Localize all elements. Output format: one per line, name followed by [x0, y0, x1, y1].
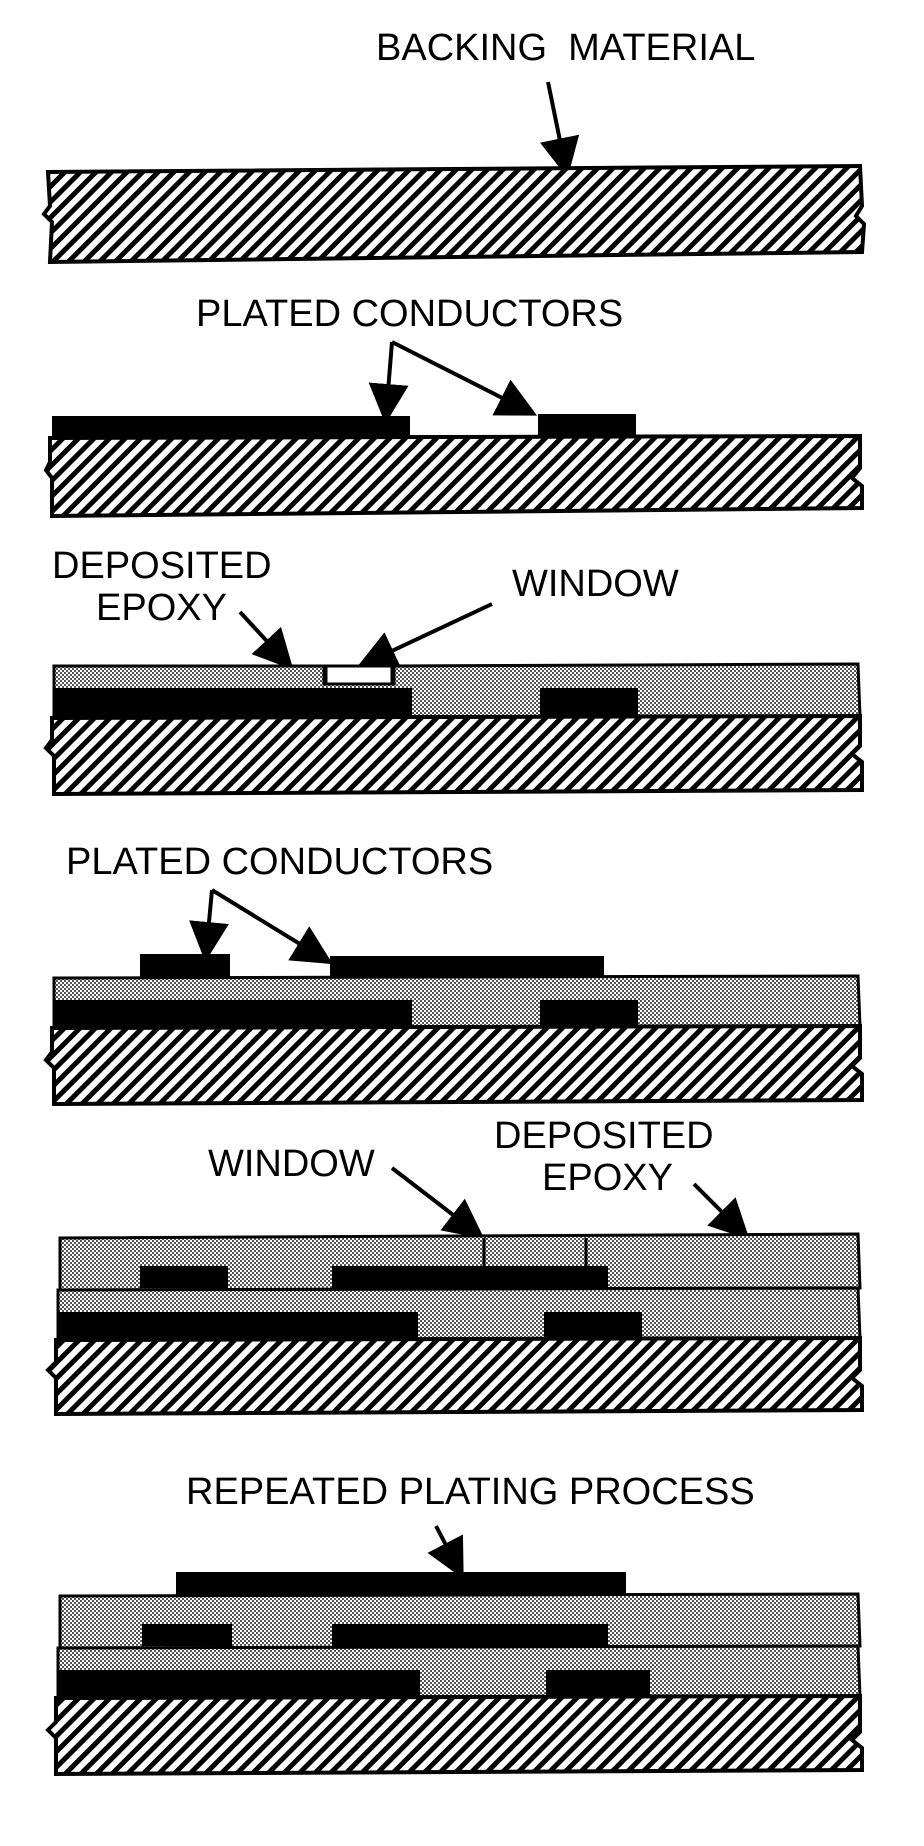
- conductor-left: [54, 1000, 412, 1028]
- conductor-right: [540, 1000, 638, 1028]
- conductor-left: [58, 1312, 418, 1340]
- arrow-plated-2b: [210, 888, 333, 965]
- conductor-top-right: [332, 1624, 608, 1646]
- arrow-plated-1b: [391, 340, 538, 416]
- label-window-1: WINDOW: [512, 563, 679, 605]
- conductor-right: [544, 1312, 642, 1340]
- arrow-backing-material: [539, 81, 580, 178]
- label-repeated-plating: REPEATED PLATING PROCESS: [186, 1471, 755, 1513]
- label-plated-conductors-1: PLATED CONDUCTORS: [196, 293, 623, 335]
- conductor-right: [540, 688, 638, 716]
- arrow-repeated-plating: [427, 1525, 464, 1580]
- conductor-right: [538, 414, 636, 438]
- arrow-epoxy-1: [238, 610, 294, 670]
- backing-board: [43, 713, 864, 797]
- conductor-top-left: [142, 1624, 232, 1646]
- label-deposited-1: DEPOSITED: [52, 545, 272, 587]
- conductor-right: [546, 1670, 650, 1698]
- label-deposited-2: DEPOSITED: [494, 1115, 714, 1157]
- conductor-top-left: [140, 954, 230, 978]
- backing-board: [45, 1335, 864, 1417]
- stage-2-plated: PLATED CONDUCTORS: [43, 293, 864, 519]
- stage-5-epoxy: WINDOW DEPOSITED EPOXY: [45, 1115, 864, 1417]
- window-opening: [324, 664, 394, 686]
- arrow-plated-2a: [189, 889, 229, 962]
- backing-board: [43, 433, 864, 519]
- stage-1-backing: BACKING MATERIAL: [41, 27, 867, 265]
- conductor-left: [54, 688, 412, 716]
- arrow-plated-1a: [368, 341, 409, 424]
- label-epoxy-1: EPOXY: [96, 587, 227, 629]
- backing-board: [41, 163, 867, 265]
- conductor-left: [58, 1670, 420, 1698]
- backing-board: [45, 1693, 864, 1777]
- label-window-2: WINDOW: [208, 1143, 375, 1185]
- arrow-window-1: [356, 602, 493, 669]
- label-backing-material: BACKING MATERIAL: [376, 27, 755, 69]
- label-epoxy-2: EPOXY: [542, 1157, 673, 1199]
- stage-6-repeated: REPEATED PLATING PROCESS: [45, 1471, 864, 1777]
- conductor-top-right: [332, 1266, 608, 1288]
- conductor-top-left: [140, 1266, 228, 1288]
- conductor-left: [52, 416, 410, 438]
- conductor-top-right: [330, 956, 604, 978]
- backing-board: [43, 1023, 864, 1107]
- epoxy-layer-top: [58, 1592, 862, 1650]
- epoxy-layer-top: [58, 1232, 862, 1292]
- arrow-window-2: [390, 1166, 485, 1239]
- arrow-epoxy-2: [692, 1182, 750, 1240]
- stage-3-epoxy: DEPOSITED EPOXY WINDOW: [43, 545, 864, 797]
- label-plated-conductors-2: PLATED CONDUCTORS: [66, 841, 493, 883]
- stage-4-plated: PLATED CONDUCTORS: [43, 841, 864, 1107]
- conductor-top-plate: [176, 1572, 626, 1596]
